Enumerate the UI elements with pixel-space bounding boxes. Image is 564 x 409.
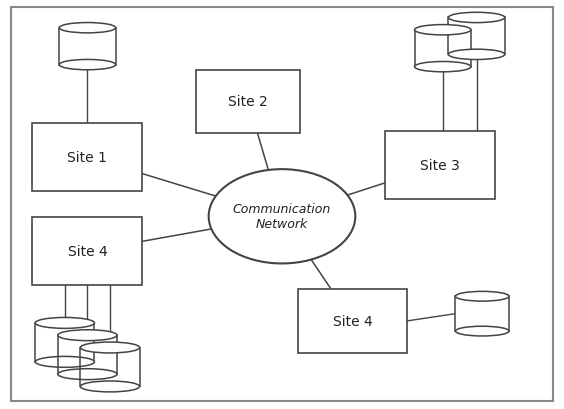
Ellipse shape xyxy=(35,318,94,328)
Text: Site 1: Site 1 xyxy=(68,151,107,164)
Ellipse shape xyxy=(58,369,117,380)
Text: Site 2: Site 2 xyxy=(228,95,268,109)
FancyBboxPatch shape xyxy=(59,29,116,65)
Ellipse shape xyxy=(59,23,116,34)
Ellipse shape xyxy=(81,342,140,353)
Text: Site 3: Site 3 xyxy=(420,159,460,173)
Ellipse shape xyxy=(209,170,355,264)
FancyBboxPatch shape xyxy=(385,132,495,200)
FancyBboxPatch shape xyxy=(415,31,471,67)
Ellipse shape xyxy=(415,62,471,73)
Ellipse shape xyxy=(455,326,509,336)
FancyBboxPatch shape xyxy=(32,124,142,191)
FancyBboxPatch shape xyxy=(298,290,407,353)
Ellipse shape xyxy=(455,292,509,301)
FancyBboxPatch shape xyxy=(58,335,117,374)
Ellipse shape xyxy=(81,381,140,392)
FancyBboxPatch shape xyxy=(11,8,553,401)
Ellipse shape xyxy=(448,13,505,24)
Text: Communication
Network: Communication Network xyxy=(233,203,331,231)
Text: Site 4: Site 4 xyxy=(333,314,372,328)
FancyBboxPatch shape xyxy=(448,18,505,55)
FancyBboxPatch shape xyxy=(456,297,509,331)
Ellipse shape xyxy=(59,60,116,71)
FancyBboxPatch shape xyxy=(32,218,142,285)
Text: Site 4: Site 4 xyxy=(68,245,107,258)
FancyBboxPatch shape xyxy=(81,348,140,387)
FancyBboxPatch shape xyxy=(196,70,300,134)
Ellipse shape xyxy=(58,330,117,341)
Ellipse shape xyxy=(415,25,471,36)
FancyBboxPatch shape xyxy=(35,323,94,362)
Ellipse shape xyxy=(35,357,94,367)
Ellipse shape xyxy=(448,50,505,61)
